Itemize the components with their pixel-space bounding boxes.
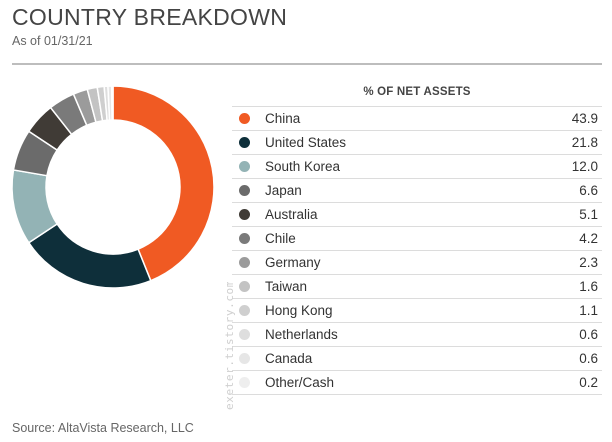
table-row-united-states: United States 21.8 xyxy=(232,131,602,155)
country-value: 21.8 xyxy=(571,135,598,150)
country-name: Chile xyxy=(265,231,296,246)
table-row-hong-kong: Hong Kong 1.1 xyxy=(232,299,602,323)
legend-dot-china xyxy=(239,113,250,124)
header-divider xyxy=(12,63,602,65)
country-name: Other/Cash xyxy=(265,375,335,390)
country-name: Taiwan xyxy=(265,279,308,294)
country-value: 1.1 xyxy=(579,303,598,318)
legend-dot-other-cash xyxy=(239,377,250,388)
country-name: China xyxy=(265,111,301,126)
legend-dot-united-states xyxy=(239,137,250,148)
as-of-date: As of 01/31/21 xyxy=(12,34,93,48)
country-value: 0.2 xyxy=(579,375,598,390)
table-row-japan: Japan 6.6 xyxy=(232,179,602,203)
table-row-canada: Canada 0.6 xyxy=(232,347,602,371)
country-value: 43.9 xyxy=(571,111,598,126)
table-row-south-korea: South Korea 12.0 xyxy=(232,155,602,179)
legend-dot-taiwan xyxy=(239,281,250,292)
source-note: Source: AltaVista Research, LLC xyxy=(12,421,194,435)
table-row-chile: Chile 4.2 xyxy=(232,227,602,251)
page-title: COUNTRY BREAKDOWN xyxy=(12,4,288,30)
donut-slice-united-states xyxy=(27,222,152,289)
donut-chart xyxy=(11,85,215,289)
country-name: Australia xyxy=(265,207,318,222)
table-row-taiwan: Taiwan 1.6 xyxy=(232,275,602,299)
legend-dot-canada xyxy=(239,353,250,364)
table-row-australia: Australia 5.1 xyxy=(232,203,602,227)
donut-slice-china xyxy=(112,85,215,282)
country-value: 6.6 xyxy=(579,183,598,198)
legend-dot-chile xyxy=(239,233,250,244)
legend-dot-hong-kong xyxy=(239,305,250,316)
country-value: 4.2 xyxy=(579,231,598,246)
country-table: China 43.9 United States 21.8 South Korea 12.… xyxy=(232,106,602,395)
table-row-china: China 43.9 xyxy=(232,106,602,131)
legend-dot-japan xyxy=(239,185,250,196)
watermark: exeter.tistory.com xyxy=(223,282,236,410)
table-row-germany: Germany 2.3 xyxy=(232,251,602,275)
country-value: 0.6 xyxy=(579,327,598,342)
country-name: Japan xyxy=(265,183,302,198)
country-name: Netherlands xyxy=(265,327,338,342)
country-name: Hong Kong xyxy=(265,303,333,318)
legend-dot-germany xyxy=(239,257,250,268)
country-value: 5.1 xyxy=(579,207,598,222)
legend-dot-south-korea xyxy=(239,161,250,172)
legend-dot-netherlands xyxy=(239,329,250,340)
donut-slice-other-cash xyxy=(110,85,114,121)
column-header: % OF NET ASSETS xyxy=(363,86,471,98)
country-name: South Korea xyxy=(265,159,341,174)
country-value: 0.6 xyxy=(579,351,598,366)
table-row-other-cash: Other/Cash 0.2 xyxy=(232,371,602,395)
country-name: Germany xyxy=(265,255,321,270)
table-row-netherlands: Netherlands 0.6 xyxy=(232,323,602,347)
country-value: 1.6 xyxy=(579,279,598,294)
country-name: United States xyxy=(265,135,347,150)
country-value: 2.3 xyxy=(579,255,598,270)
legend-dot-australia xyxy=(239,209,250,220)
country-name: Canada xyxy=(265,351,313,366)
svg-text:exeter.tistory.com: exeter.tistory.com xyxy=(223,282,236,410)
country-value: 12.0 xyxy=(571,159,598,174)
